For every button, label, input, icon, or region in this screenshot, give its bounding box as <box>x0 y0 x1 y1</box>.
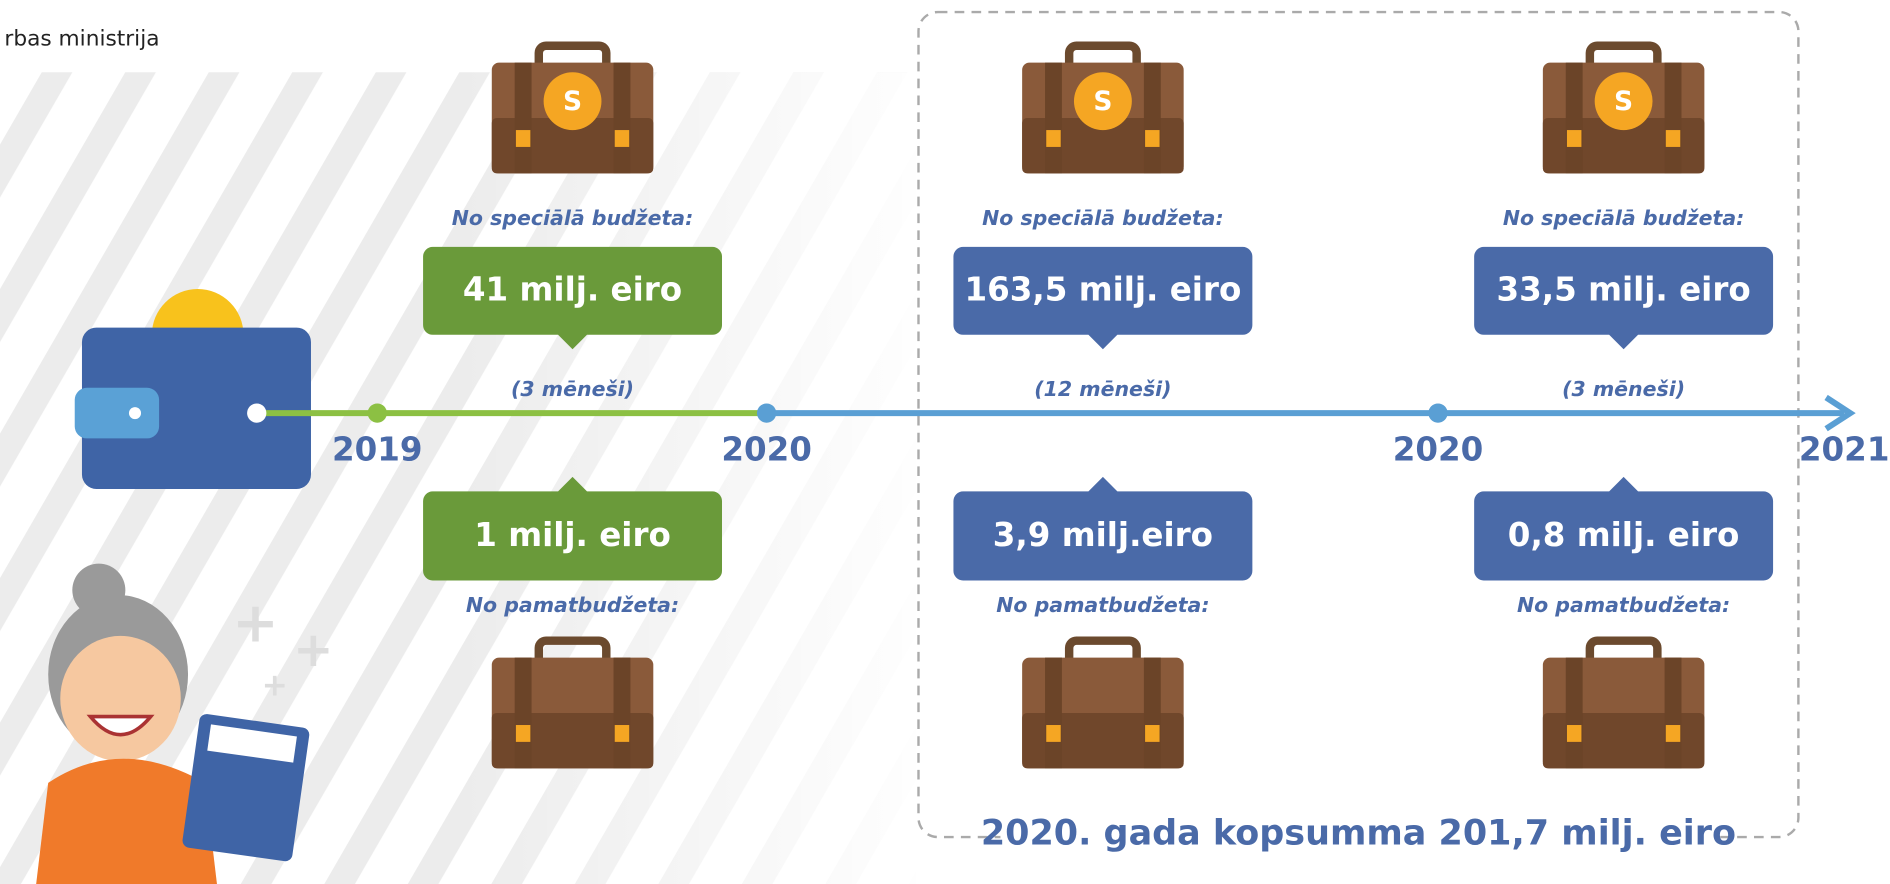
timeline-dot <box>368 403 387 422</box>
timeline-dot <box>757 403 776 422</box>
coin-sign: S <box>1093 86 1112 117</box>
year-label: 2020 <box>1393 431 1484 469</box>
duration: (3 mēneši) <box>511 377 634 401</box>
logo-text: rbas ministrija <box>4 27 159 52</box>
top-amount: 41 milj. eiro <box>463 270 682 308</box>
bottom-amount: 3,9 milj.eiro <box>993 516 1213 554</box>
timeline-dot <box>1428 403 1447 422</box>
coin-sign: S <box>563 86 582 117</box>
bottom-amount: 1 milj. eiro <box>474 516 671 554</box>
coin-sign: S <box>1614 86 1633 117</box>
year-label: 2019 <box>332 431 423 469</box>
top-amount: 163,5 milj. eiro <box>964 270 1241 308</box>
top-amount: 33,5 milj. eiro <box>1497 270 1751 308</box>
top-label: No speciālā budžeta: <box>452 206 694 230</box>
year-label: 2020 <box>721 431 812 469</box>
briefcase-basic <box>1022 641 1184 769</box>
year-label: 2021 <box>1799 431 1890 469</box>
timeline-start <box>247 403 266 422</box>
briefcase-basic <box>1543 641 1705 769</box>
svg-text:+: + <box>262 667 288 703</box>
bottom-label: No pamatbudžeta: <box>466 593 679 617</box>
total-label: 2020. gada kopsumma 201,7 milj. eiro <box>981 814 1736 854</box>
top-label: No speciālā budžeta: <box>1503 206 1745 230</box>
infographic: rbas ministrija + + + 2020. gada kopsumm… <box>0 0 1890 884</box>
bottom-label: No pamatbudžeta: <box>1517 593 1730 617</box>
duration: (12 mēneši) <box>1034 377 1171 401</box>
duration: (3 mēneši) <box>1562 377 1685 401</box>
bottom-label: No pamatbudžeta: <box>996 593 1209 617</box>
svg-text:+: + <box>232 591 278 655</box>
bottom-amount: 0,8 milj. eiro <box>1508 516 1740 554</box>
svg-text:+: + <box>293 622 333 678</box>
briefcase-basic <box>492 641 654 769</box>
top-label: No speciālā budžeta: <box>982 206 1224 230</box>
